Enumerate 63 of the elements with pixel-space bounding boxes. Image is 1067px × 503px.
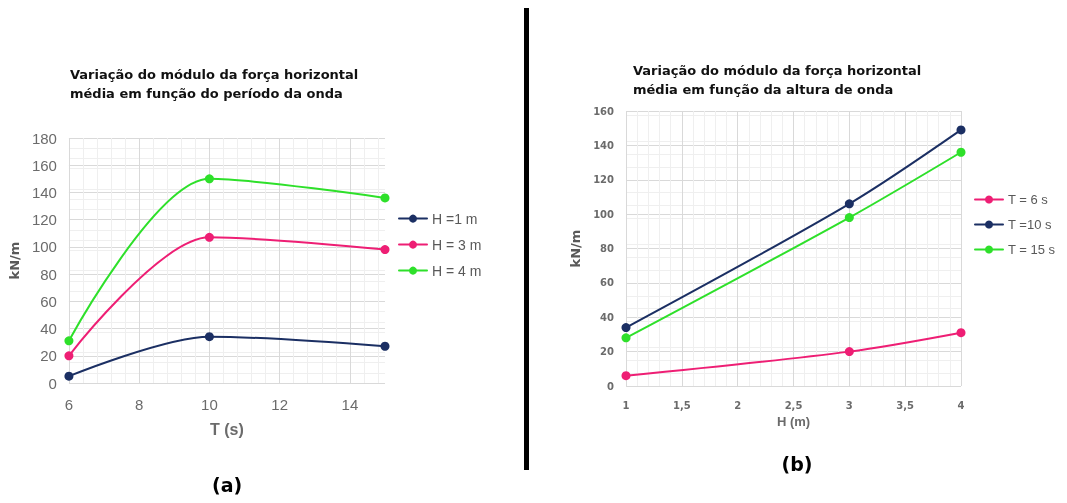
x-axis-title: T (s) bbox=[210, 420, 244, 438]
point bbox=[380, 341, 390, 351]
y-tick-label: 160 bbox=[31, 156, 57, 174]
point bbox=[64, 371, 74, 381]
point bbox=[380, 193, 390, 203]
legend-label: T =10 s bbox=[1008, 217, 1052, 232]
y-tick-label: 20 bbox=[600, 346, 615, 358]
y-tick-label: 60 bbox=[40, 292, 57, 310]
y-tick-label: 20 bbox=[40, 347, 57, 365]
x-tick-label: 6 bbox=[64, 396, 74, 413]
y-tick-label: 100 bbox=[31, 238, 57, 256]
y-axis-title: kN/m bbox=[568, 229, 584, 268]
y-tick-label: 100 bbox=[593, 208, 615, 220]
chart-title: Variação do módulo da força horizontal média em função do período da onda bbox=[70, 67, 363, 101]
y-tick-label: 120 bbox=[31, 211, 57, 229]
point bbox=[380, 245, 390, 255]
y-tick-label: 40 bbox=[600, 311, 615, 323]
chart-title: Variação do módulo da força horizontal média em função da altura de onda bbox=[633, 63, 926, 97]
legend-label: H = 3 m bbox=[432, 236, 482, 253]
legend-label: H =1 m bbox=[432, 210, 478, 227]
x-tick-label: 1 bbox=[622, 399, 630, 411]
point bbox=[956, 125, 966, 135]
x-tick-label: 3,5 bbox=[896, 399, 915, 411]
x-tick-label: 8 bbox=[134, 396, 144, 413]
point bbox=[621, 323, 631, 333]
point bbox=[956, 328, 966, 338]
text: (b) bbox=[781, 452, 813, 475]
y-tick-label: 40 bbox=[40, 320, 57, 338]
point bbox=[64, 351, 74, 361]
y-axis-title: kN/m bbox=[7, 241, 22, 280]
y-tick-label: 120 bbox=[593, 174, 615, 186]
x-axis-title: H (m) bbox=[776, 413, 811, 429]
y-tick-label: 60 bbox=[600, 277, 615, 289]
point bbox=[621, 333, 631, 343]
point bbox=[64, 336, 74, 346]
x-tick-label: 10 bbox=[201, 396, 218, 413]
point bbox=[956, 147, 966, 157]
x-tick-label: 14 bbox=[341, 396, 359, 413]
y-tick-label: 0 bbox=[48, 374, 57, 392]
point bbox=[204, 174, 214, 184]
y-tick-label: 80 bbox=[600, 243, 615, 254]
x-tick-label: 4 bbox=[957, 399, 965, 411]
y-tick-label: 140 bbox=[593, 139, 615, 151]
x-tick-label: 2,5 bbox=[784, 399, 803, 411]
y-tick-label: 180 bbox=[31, 129, 57, 147]
point bbox=[204, 232, 214, 242]
x-tick-label: 2 bbox=[734, 399, 742, 411]
y-tick-label: 0 bbox=[607, 380, 615, 392]
point bbox=[844, 199, 854, 209]
point bbox=[844, 347, 854, 357]
x-tick-label: 3 bbox=[845, 399, 853, 411]
point bbox=[844, 213, 854, 223]
legend-label: T = 15 s bbox=[1008, 242, 1056, 257]
y-tick-label: 80 bbox=[40, 265, 57, 283]
x-tick-label: 1,5 bbox=[672, 399, 691, 411]
legend-label: T = 6 s bbox=[1008, 192, 1049, 207]
text: (a) bbox=[212, 473, 243, 496]
point bbox=[621, 371, 631, 381]
y-tick-label: 160 bbox=[593, 105, 615, 117]
point bbox=[204, 332, 214, 342]
y-tick-label: 140 bbox=[31, 183, 57, 201]
x-tick-label: 12 bbox=[271, 396, 288, 413]
legend-label: H = 4 m bbox=[432, 262, 482, 279]
